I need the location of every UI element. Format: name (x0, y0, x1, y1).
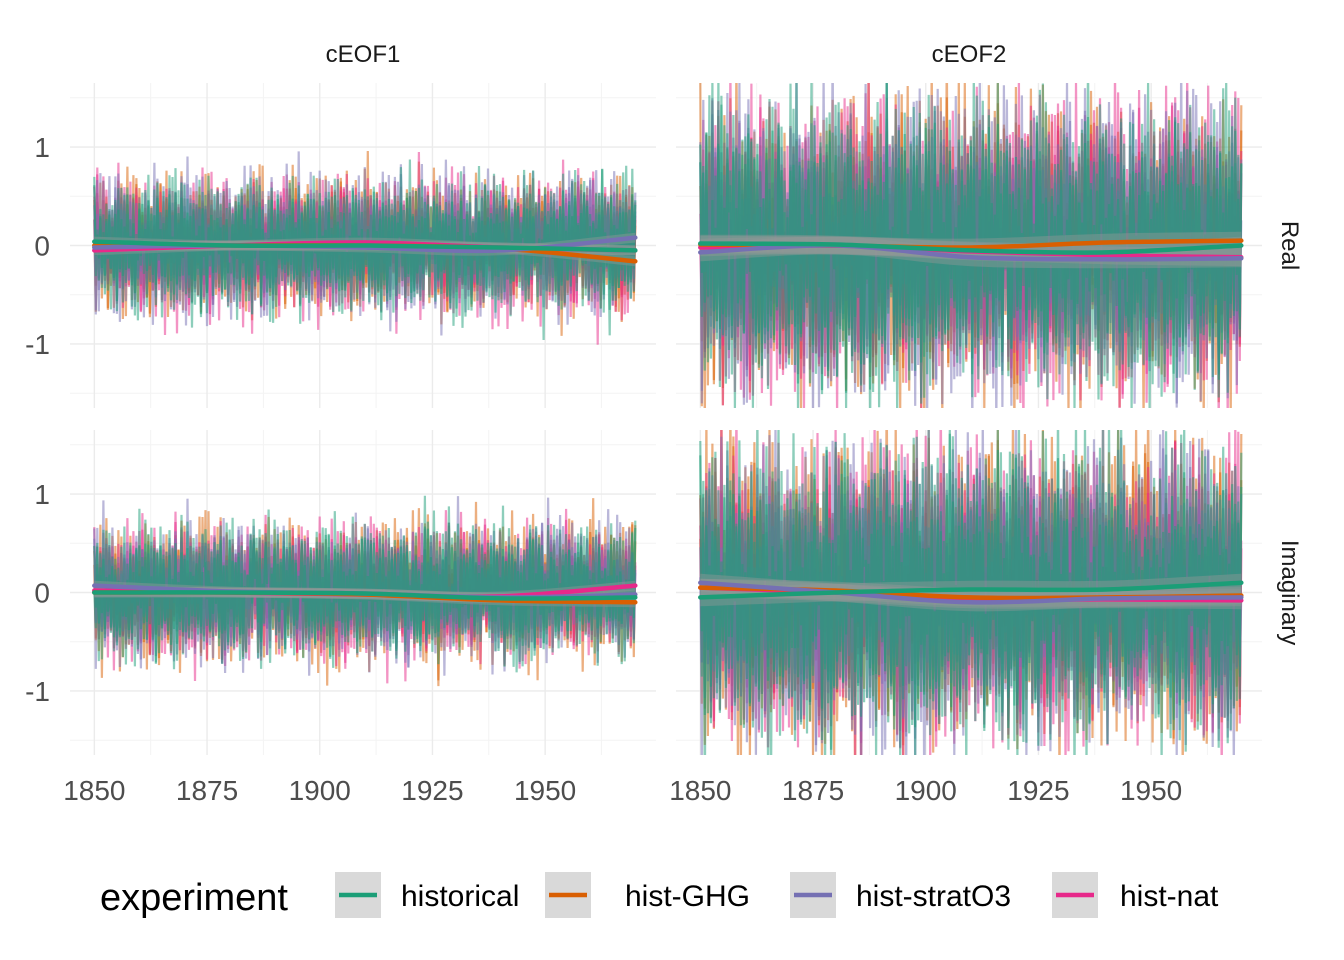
y-tick-label: -1 (25, 676, 50, 707)
y-tick-label: 0 (34, 578, 50, 609)
y-tick-label: 1 (34, 132, 50, 163)
y-tick-label: -1 (25, 329, 50, 360)
trend-group (92, 580, 638, 608)
x-tick-label: 1850 (63, 775, 125, 806)
x-tick-label: 1925 (401, 775, 463, 806)
legend-label: hist-GHG (625, 880, 750, 913)
legend-item-historical: historical (335, 872, 519, 918)
y-tick-label: 1 (34, 479, 50, 510)
axes: cEOF1 cEOF2 Real Imaginary 1 0 -1 1 0 -1 1850 1875 1… (25, 41, 1303, 806)
strip-label-imaginary: Imaginary (1276, 540, 1303, 645)
raw-series-group (93, 495, 637, 687)
legend-item-hist-nat: hist-nat (1052, 872, 1219, 918)
raw-series-historical (93, 495, 637, 673)
legend: experiment historical hist-GHG hist-stratO3… (100, 872, 1219, 919)
trend-group (698, 231, 1244, 269)
raw-series-group (699, 430, 1243, 755)
trend-line-historical (92, 590, 638, 601)
x-tick-label: 1925 (1007, 775, 1069, 806)
x-tick-label: 1850 (669, 775, 731, 806)
panel-area (70, 83, 1262, 755)
trend-band-hist-stratO3 (700, 573, 1242, 612)
x-tick-label: 1900 (289, 775, 351, 806)
legend-label: hist-nat (1120, 880, 1219, 913)
x-tick-label: 1950 (514, 775, 576, 806)
legend-item-hist-GHG: hist-GHG (545, 872, 750, 918)
x-tick-label: 1875 (782, 775, 844, 806)
raw-series-historical (93, 159, 637, 341)
trend-group (698, 573, 1244, 612)
trend-line-historical (698, 241, 1244, 255)
trend-line-hist-stratO3 (698, 580, 1244, 605)
strip-label-cEOF2: cEOF2 (932, 41, 1007, 68)
panel-ceof2-imaginary (676, 430, 1262, 755)
panel-ceof1-real (70, 83, 656, 408)
trend-line-hist-stratO3 (698, 243, 1244, 262)
legend-label: hist-stratO3 (856, 880, 1011, 913)
x-tick-label: 1950 (1120, 775, 1182, 806)
raw-series-historical (699, 83, 1243, 408)
raw-series-historical (699, 430, 1243, 755)
panel-ceof1-imaginary (70, 430, 656, 755)
trend-line-historical (92, 239, 638, 253)
panel-ceof2-real (676, 83, 1262, 408)
raw-series-group (699, 83, 1243, 408)
x-tick-label: 1900 (895, 775, 957, 806)
legend-title: experiment (100, 877, 288, 919)
legend-label: historical (401, 880, 519, 913)
trend-group (92, 232, 638, 267)
y-tick-label: 0 (34, 231, 50, 262)
strip-label-real: Real (1276, 221, 1303, 270)
raw-series-group (93, 150, 637, 345)
trend-line-historical (698, 580, 1244, 600)
strip-label-cEOF1: cEOF1 (326, 41, 401, 68)
x-tick-label: 1875 (176, 775, 238, 806)
legend-item-hist-stratO3: hist-stratO3 (790, 872, 1011, 918)
